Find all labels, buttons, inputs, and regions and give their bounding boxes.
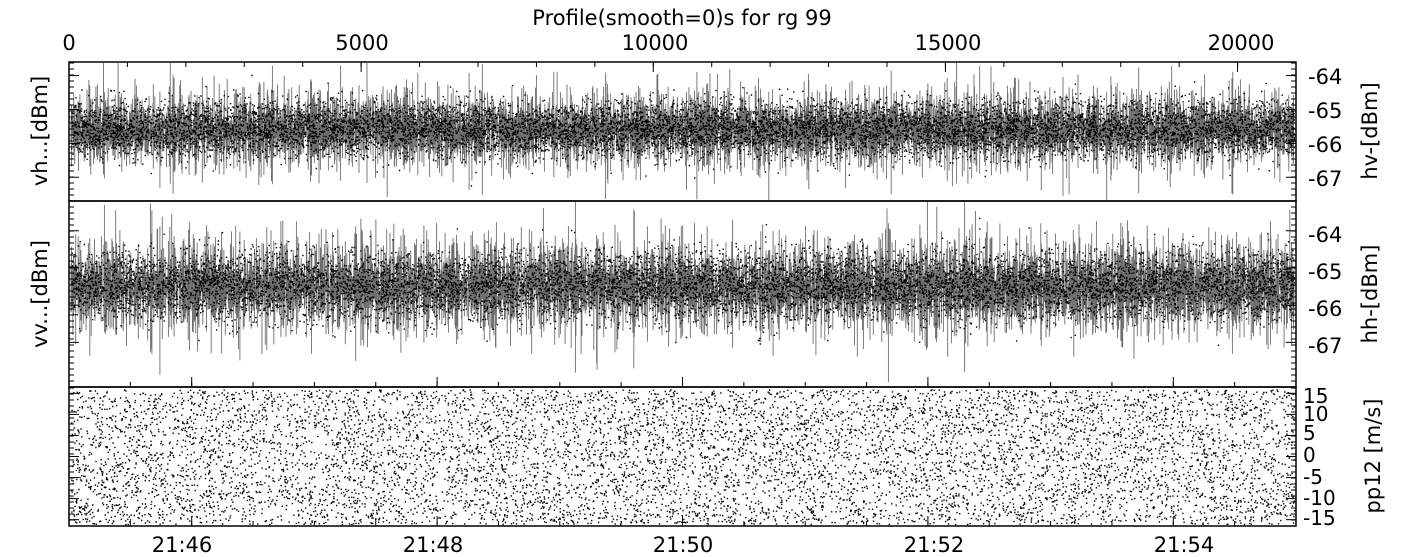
time-axis-tick-label: 21:52: [904, 533, 965, 557]
top-axis-tick-labels: 0 5000 10000 15000 20000: [62, 31, 1274, 55]
top-axis-tick-label: 10000: [622, 31, 689, 55]
bottom-panel-right-ylabel: pp12 [m/s]: [1361, 399, 1385, 514]
top-panel-left-ylabel: vh...[dBm]: [28, 76, 52, 186]
time-axis-tick-labels: 21:46 21:48 21:50 21:52 21:54: [152, 533, 1215, 557]
series-points: [71, 389, 1296, 526]
right-tick-label: 10: [1303, 402, 1328, 426]
right-tick-label: -64: [1308, 65, 1342, 89]
figure-title: Profile(smooth=0)s for rg 99: [532, 6, 831, 30]
time-axis-tick-label: 21:54: [1154, 533, 1215, 557]
right-tick-label: -66: [1308, 133, 1342, 157]
time-axis-tick-label: 21:46: [152, 533, 213, 557]
bottom-panel-ticks: [68, 387, 1297, 527]
time-axis-tick-label: 21:48: [403, 533, 464, 557]
top-axis-tick-label: 20000: [1208, 31, 1275, 55]
middle-panel: -64 -65 -66 -67 vv...[dBm] hh-[dBm]: [28, 200, 1382, 388]
right-tick-label: -64: [1308, 223, 1342, 247]
top-panel-right-ylabel: hv-[dBm]: [1358, 82, 1382, 179]
bottom-panel: 15 10 5 0 -5 -10 -15 pp12 [m/s]: [68, 384, 1385, 530]
bottom-panel-marks: [71, 389, 1296, 526]
middle-panel-marks: [70, 202, 1296, 383]
right-tick-label: -65: [1308, 99, 1342, 123]
top-panel: -64 -65 -66 -67 vh...[dBm] hv-[dBm]: [28, 61, 1382, 202]
right-tick-label: 15: [1303, 384, 1328, 408]
series-points: [71, 74, 1296, 187]
right-tick-label: -5: [1303, 465, 1323, 489]
right-tick-label: -65: [1308, 260, 1342, 284]
middle-panel-left-ylabel: vv...[dBm]: [28, 240, 52, 348]
top-panel-marks: [70, 63, 1296, 200]
top-panel-right-tick-labels: -64 -65 -66 -67: [1308, 65, 1342, 191]
top-axis-tick-label: 5000: [335, 31, 388, 55]
right-tick-label: -10: [1303, 486, 1336, 510]
right-tick-label: 5: [1303, 421, 1316, 445]
right-tick-label: -15: [1303, 506, 1336, 530]
middle-panel-right-ylabel: hh-[dBm]: [1358, 245, 1382, 344]
top-axis-tick-label: 15000: [915, 31, 982, 55]
bottom-panel-frame: [68, 386, 1297, 527]
middle-panel-ticks: [68, 200, 1297, 388]
right-tick-label: -67: [1308, 334, 1342, 358]
right-tick-label: 0: [1303, 443, 1316, 467]
top-panel-ticks: [68, 62, 1297, 202]
right-tick-label: -67: [1308, 167, 1342, 191]
middle-panel-right-tick-labels: -64 -65 -66 -67: [1308, 223, 1342, 358]
bottom-panel-right-tick-labels: 15 10 5 0 -5 -10 -15: [1303, 384, 1336, 530]
time-axis-tick-label: 21:50: [653, 533, 714, 557]
top-axis-tick-label: 0: [62, 31, 75, 55]
right-tick-label: -66: [1308, 297, 1342, 321]
